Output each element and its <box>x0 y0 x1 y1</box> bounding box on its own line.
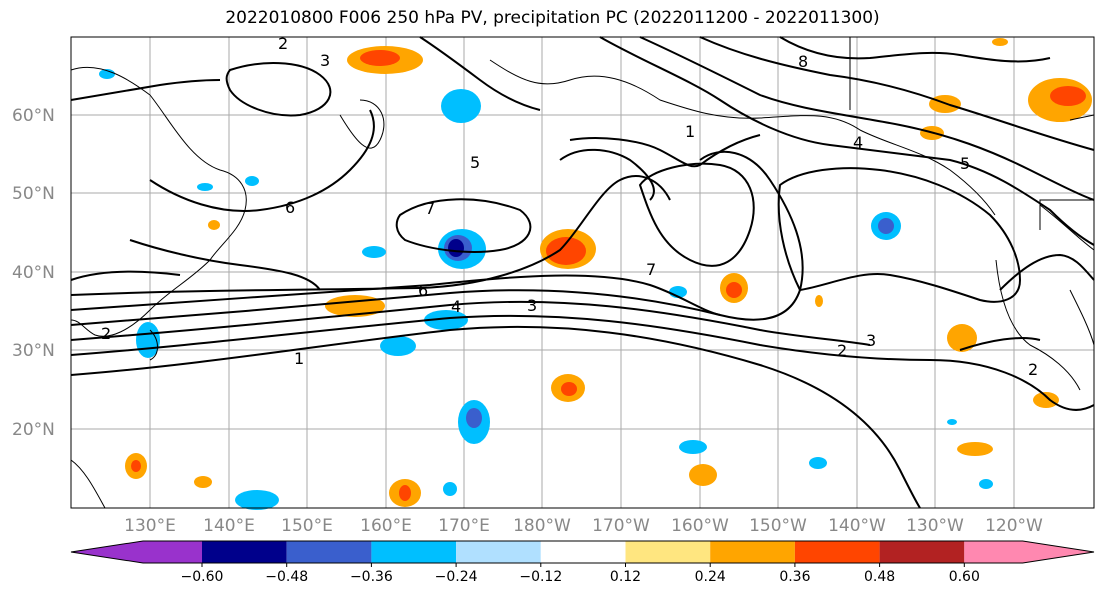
latitude-labels: 60°N 50°N 40°N 30°N 20°N <box>12 106 55 440</box>
colorbar-tick-label: −0.12 <box>519 569 562 585</box>
contour-labels: 1 2 3 3 4 4 6 6 7 7 1 2 3 8 5 5 2 2 <box>101 34 1038 379</box>
lat-label: 50°N <box>12 184 55 204</box>
colorbar-tick-label: 0.60 <box>949 569 980 585</box>
colorbar-segment <box>286 541 372 563</box>
contour-label: 2 <box>837 341 847 360</box>
map-title: 2022010800 F006 250 hPa PV, precipitatio… <box>225 8 880 28</box>
contour-label: 6 <box>285 198 295 217</box>
colorbar-segment <box>371 541 457 563</box>
colorbar: −0.60 −0.48 −0.36 −0.24 −0.12 0.12 0.24 0.36 0.4… <box>70 540 1095 585</box>
longitude-labels: 130°E 140°E 150°E 160°E 170°E 180°W 170°… <box>124 516 1043 536</box>
lat-label: 30°N <box>12 341 55 361</box>
lon-label: 130°E <box>124 516 176 536</box>
contour-label: 1 <box>294 349 304 368</box>
lon-label: 160°E <box>360 516 412 536</box>
coastlines <box>70 37 1095 509</box>
contour-label: 2 <box>101 324 111 343</box>
colorbar-segment <box>202 541 287 563</box>
contour-label: 4 <box>853 133 863 152</box>
colorbar-segment <box>71 541 202 563</box>
lon-label: 150°E <box>281 516 333 536</box>
contour-label: 5 <box>470 153 480 172</box>
lon-label: 170°W <box>592 516 650 536</box>
lon-label: 130°W <box>906 516 964 536</box>
colorbar-segment <box>964 541 1094 563</box>
colorbar-tick-label: 0.24 <box>695 569 726 585</box>
contour-label: 6 <box>418 281 428 300</box>
colorbar-tick-label: −0.60 <box>181 569 224 585</box>
contour-label: 4 <box>451 297 461 316</box>
colorbar-segment <box>625 541 711 563</box>
contour-label: 2 <box>278 34 288 53</box>
contour-label: 5 <box>960 154 970 173</box>
colorbar-tick-label: 0.36 <box>779 569 810 585</box>
lon-label: 180°W <box>513 516 571 536</box>
lon-label: 140°E <box>203 516 255 536</box>
lon-label: 170°E <box>438 516 490 536</box>
colorbar-tick-label: 0.12 <box>610 569 641 585</box>
contour-label: 1 <box>685 122 695 141</box>
colorbar-tick-label: −0.24 <box>435 569 478 585</box>
colorbar-segment <box>879 541 965 563</box>
colorbar-tick-label: −0.48 <box>265 569 308 585</box>
contour-label: 3 <box>527 296 537 315</box>
colorbar-segment <box>794 541 880 563</box>
contour-label: 8 <box>798 52 808 71</box>
lat-label: 40°N <box>12 263 55 283</box>
lon-label: 120°W <box>985 516 1043 536</box>
lon-label: 160°W <box>671 516 729 536</box>
precip-shading <box>99 38 1092 510</box>
contour-label: 7 <box>425 199 435 218</box>
pv-contours <box>70 36 1095 509</box>
lat-label: 20°N <box>12 420 55 440</box>
contour-label: 3 <box>320 51 330 70</box>
contour-label: 7 <box>646 260 656 279</box>
colorbar-segment <box>456 541 541 563</box>
contour-label: 3 <box>866 331 876 350</box>
colorbar-tick-label: −0.36 <box>350 569 393 585</box>
colorbar-tick-label: 0.48 <box>864 569 895 585</box>
lon-label: 150°W <box>749 516 807 536</box>
colorbar-segment <box>540 541 626 563</box>
lat-label: 60°N <box>12 106 55 126</box>
contour-label: 2 <box>1028 360 1038 379</box>
lon-label: 140°W <box>828 516 886 536</box>
map-panel: 1 2 3 3 4 4 6 6 7 7 1 2 3 8 5 5 2 2 <box>70 34 1095 510</box>
colorbar-segment <box>710 541 795 563</box>
